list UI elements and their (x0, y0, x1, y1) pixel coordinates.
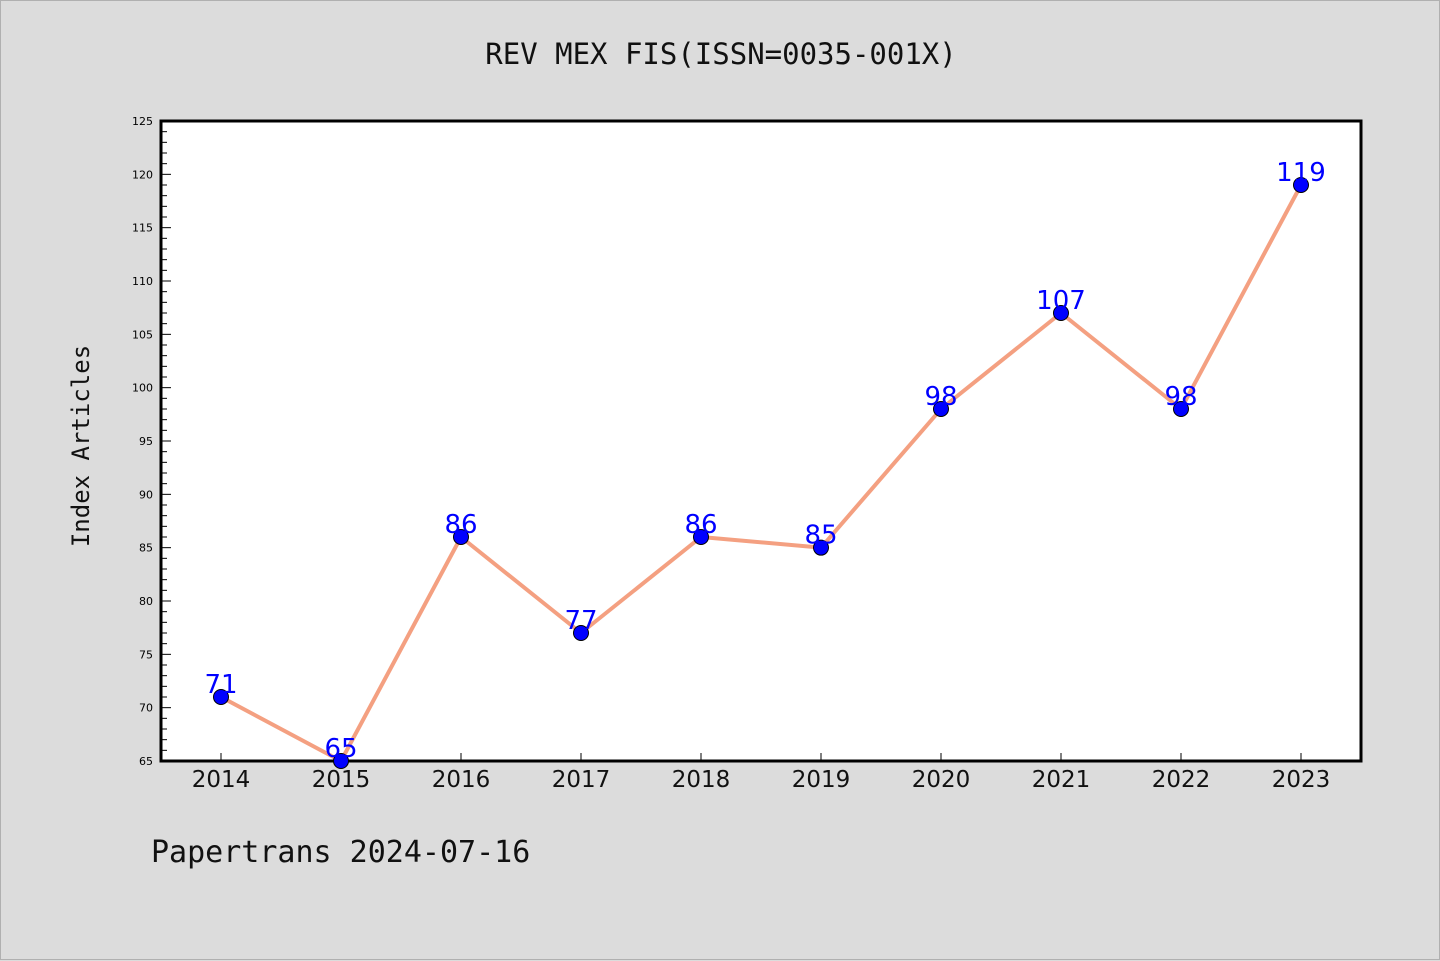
data-point (813, 539, 829, 556)
chart-title: REV MEX FIS(ISSN=0035-001X) (485, 37, 957, 71)
y-tick-label: 125 (132, 115, 153, 128)
data-point (693, 529, 709, 545)
x-tick-label: 2022 (1152, 767, 1211, 793)
y-tick-label: 75 (139, 648, 153, 661)
y-tick-label: 115 (132, 222, 153, 235)
footer-credit: Papertrans 2024-07-16 (151, 835, 531, 870)
x-tick-label: 2018 (672, 767, 731, 793)
data-point (573, 625, 589, 641)
data-label: 65 (324, 734, 357, 764)
y-tick-label: 95 (139, 435, 153, 448)
data-label: 119 (1276, 158, 1326, 188)
x-tick-label: 2023 (1272, 767, 1331, 793)
x-tick-label: 2014 (192, 767, 251, 793)
series-line (219, 183, 1303, 763)
data-point (933, 401, 949, 417)
x-tick-label: 2019 (792, 767, 851, 793)
data-point (1293, 177, 1309, 193)
y-tick-label: 80 (139, 595, 153, 608)
y-tick-label: 70 (139, 702, 153, 715)
y-tick-label: 65 (139, 755, 153, 768)
data-point (333, 753, 349, 769)
data-point (213, 689, 229, 705)
data-label: 86 (444, 510, 477, 540)
y-tick-label: 100 (132, 382, 153, 395)
data-label: 107 (1036, 286, 1086, 316)
data-label: 77 (564, 606, 597, 636)
data-label: 71 (204, 670, 237, 700)
x-tick-label: 2015 (312, 767, 371, 793)
plot-border (159, 119, 1363, 763)
data-label: 85 (804, 521, 837, 551)
x-tick-label: 2021 (1032, 767, 1091, 793)
data-label: 98 (924, 382, 957, 412)
data-label: 98 (1164, 382, 1197, 412)
y-tick-label: 110 (132, 275, 153, 288)
data-label: 86 (684, 510, 717, 540)
x-tick-label: 2016 (432, 767, 491, 793)
y-tick-label: 120 (132, 168, 153, 181)
plot-area (161, 121, 1361, 761)
y-tick-label: 85 (139, 542, 153, 555)
y-tick-label: 90 (139, 488, 153, 501)
x-tick-label: 2017 (552, 767, 611, 793)
x-tick-label: 2020 (912, 767, 971, 793)
y-tick-label: 105 (132, 328, 153, 341)
data-point (453, 529, 469, 545)
data-point (1053, 305, 1069, 321)
data-point (1173, 401, 1189, 417)
